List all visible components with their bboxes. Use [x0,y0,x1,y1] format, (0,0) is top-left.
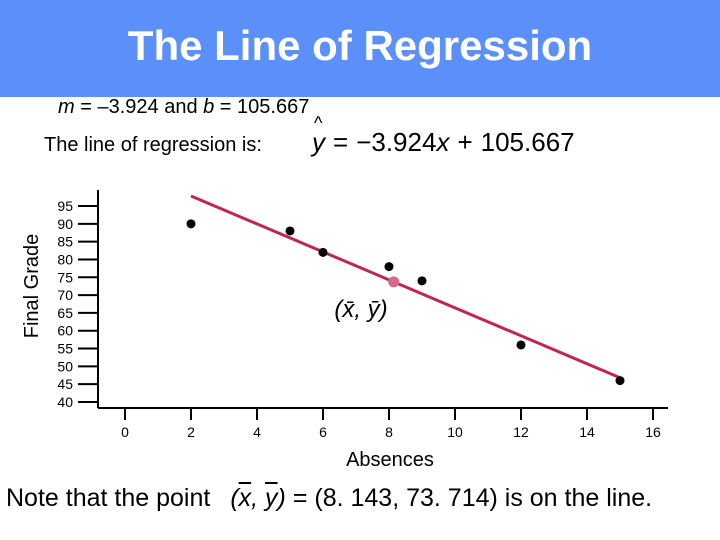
x-tick-label-14: 14 [579,424,595,440]
hat-mark: ^ [314,113,323,133]
regression-line [190,194,621,380]
data-point-5 [417,276,427,286]
x-tick-label-10: 10 [447,424,463,440]
y-tick-label-90: 90 [57,216,73,232]
mean-point-label: (x̄, ȳ) [334,296,387,323]
x-tick-label-0: 0 [121,424,129,440]
note-prefix: Note that the point [6,484,211,512]
y-tick-label-55: 55 [57,341,73,357]
data-points-group [186,219,625,386]
axes-group [97,190,668,409]
y-tick-label-60: 60 [57,323,73,339]
mean-point-note: Note that the point (x, y) = (8. 143, 73.… [6,484,652,513]
note-mean-pair: (x, y) [230,484,286,512]
y-tick-label-80: 80 [57,251,73,267]
page-title: The Line of Regression [127,22,593,69]
note-y-bar: y [265,484,278,512]
equals-sign: = [333,127,349,157]
x-tick-label-4: 4 [253,424,261,440]
x-tick-label-6: 6 [319,424,327,440]
note-paren-open: ( [230,484,239,512]
plus-sign: + [457,127,473,157]
mean-point [388,276,400,288]
regression-line-group [190,194,621,380]
y-letter: y [312,127,325,157]
y-tick-label-70: 70 [57,287,73,303]
x-tick-label-8: 8 [385,424,393,440]
m-value-text: = –3.924 and [74,96,204,118]
data-point-4 [384,262,394,272]
note-x-bar: x [238,484,252,512]
data-point-2 [285,226,295,236]
x-tick-label-16: 16 [645,424,661,440]
x-tick-group: 0 2 4 6 8 10 12 14 16 [121,408,661,440]
y-tick-label-45: 45 [57,376,73,392]
regression-formula: ^ y = −3.924x +105.667 [312,113,575,158]
b-value-text: = 105.667 [214,96,310,118]
note-paren-close: ) [277,484,286,512]
intercept-value: 105.667 [480,127,575,157]
y-tick-label-95: 95 [57,198,73,214]
data-point-3 [318,247,328,257]
note-comma: , [251,484,266,512]
y-tick-label-65: 65 [57,305,73,321]
x-tick-label-2: 2 [187,424,195,440]
y-tick-label-75: 75 [57,269,73,285]
slope-intercept-values: m = –3.924 and b = 105.667 [58,96,309,119]
x-variable: x [436,127,450,157]
regression-intro: The line of regression is: [44,134,262,156]
data-point-6 [516,340,526,350]
y-axis-label: Final Grade [21,234,43,339]
note-suffix: = (8. 143, 73. 714) is on the line. [285,484,653,512]
y-hat-symbol: ^ y [312,113,325,157]
x-axis-label: Absences [346,449,434,471]
m-symbol: m [58,96,75,118]
data-point-7 [615,376,625,386]
y-tick-label-85: 85 [57,234,73,250]
y-tick-label-50: 50 [57,358,73,374]
slope-coefficient: −3.924 [356,127,437,157]
data-point-1 [186,219,196,229]
b-symbol: b [203,96,215,118]
x-tick-label-12: 12 [513,424,529,440]
title-bar [0,0,720,97]
y-tick-label-40: 40 [57,394,73,410]
